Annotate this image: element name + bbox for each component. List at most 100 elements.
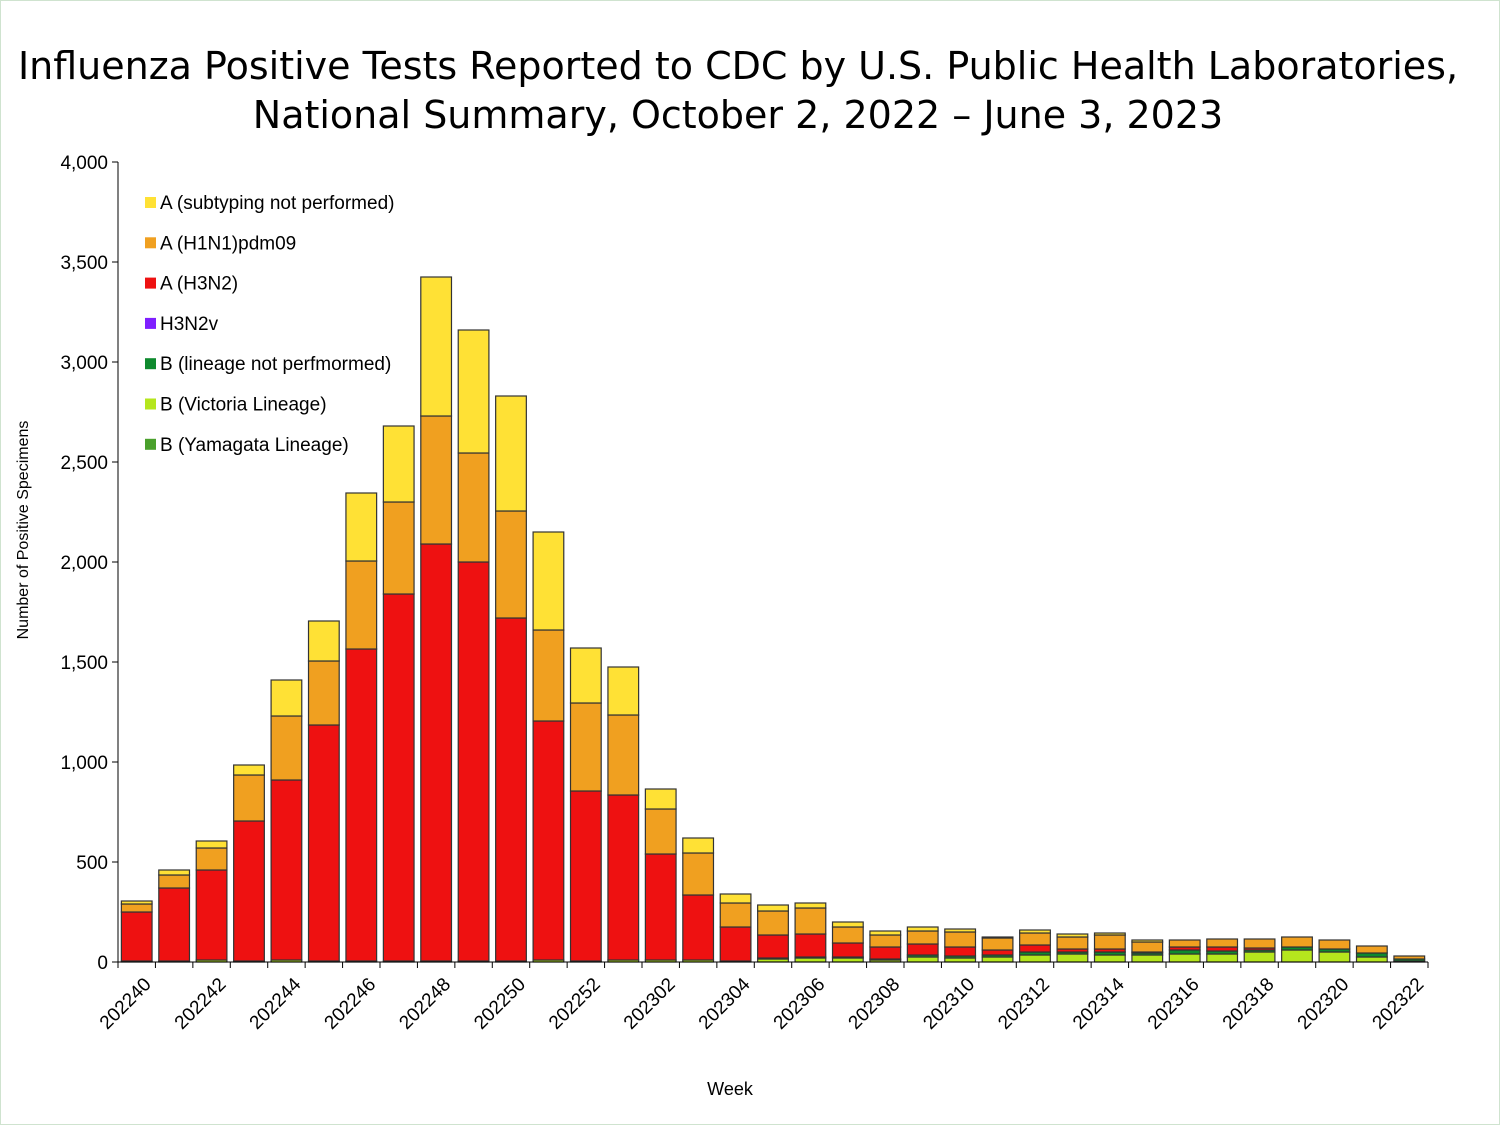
bar-segment xyxy=(1131,939,1164,943)
bar-segment xyxy=(495,617,527,962)
bar-segment xyxy=(794,902,827,909)
bar-segment xyxy=(981,949,1014,956)
y-tick-label: 3,000 xyxy=(60,353,108,374)
bar-segment xyxy=(158,887,191,962)
bar-segment xyxy=(981,956,1014,963)
y-tick-label: 4,000 xyxy=(60,153,108,174)
bar-segment xyxy=(345,492,378,562)
bar-segment xyxy=(869,946,902,960)
legend-label: B (lineage not perfmormed) xyxy=(160,354,391,375)
x-tick-label: 202244 xyxy=(246,974,306,1034)
bar-segment xyxy=(1318,951,1351,963)
bar-segment xyxy=(831,926,864,944)
bar-segment xyxy=(757,904,789,912)
bar-segment xyxy=(682,894,715,961)
bar-segment xyxy=(981,936,1014,939)
bar-segment xyxy=(1019,944,1051,953)
bar-segment xyxy=(757,934,789,959)
bar-segment xyxy=(382,425,415,503)
bar-segment xyxy=(1355,956,1388,963)
bar-segment xyxy=(120,900,153,905)
bar-segment xyxy=(1093,954,1126,963)
bar-segment xyxy=(195,869,228,961)
legend-swatch xyxy=(145,358,156,370)
bar-segment xyxy=(270,779,303,961)
x-tick-label: 202316 xyxy=(1144,974,1204,1034)
bar-segment xyxy=(158,874,191,889)
bar-segment xyxy=(1206,938,1239,948)
x-tick-label: 202312 xyxy=(994,974,1054,1034)
bar-segment xyxy=(120,903,153,913)
bar-segment xyxy=(906,943,939,956)
bar-segment xyxy=(307,724,340,962)
bar-segment xyxy=(233,820,265,962)
bar-segment xyxy=(1168,939,1201,948)
bar-segment xyxy=(607,666,640,716)
legend-swatch xyxy=(145,277,156,289)
y-axis-label: Number of Positive Specimens xyxy=(15,421,32,640)
bar-segment xyxy=(532,531,565,631)
bar-segment xyxy=(1168,953,1201,963)
x-tick-label: 202240 xyxy=(96,974,156,1034)
bar-segment xyxy=(869,930,902,936)
bar-segment xyxy=(307,620,340,662)
bar-segment xyxy=(270,715,303,781)
legend-swatch xyxy=(145,317,156,329)
bar-segment xyxy=(382,501,415,595)
y-tick-label: 0 xyxy=(97,953,108,974)
x-axis-label: Week xyxy=(707,1079,754,1099)
y-tick-label: 2,500 xyxy=(60,453,108,474)
bar-segment xyxy=(607,794,640,961)
legend-swatch xyxy=(145,398,156,410)
legend-label: B (Victoria Lineage) xyxy=(160,395,327,416)
bar-segment xyxy=(345,560,378,650)
bar-segment xyxy=(906,926,939,932)
x-tick-label: 202304 xyxy=(695,974,755,1034)
legend-swatch xyxy=(145,197,156,208)
bar-segment xyxy=(719,902,752,928)
bar-segment xyxy=(1093,934,1126,950)
bar-segment xyxy=(1093,932,1126,936)
bar-segment xyxy=(682,852,715,896)
bar-segment xyxy=(195,847,228,871)
bar-segment xyxy=(158,869,191,876)
bar-segment xyxy=(944,931,977,948)
x-tick-label: 202314 xyxy=(1069,974,1129,1034)
bar-segment xyxy=(1355,945,1388,954)
y-tick-label: 500 xyxy=(76,853,108,874)
x-tick-label: 202308 xyxy=(845,974,905,1034)
bar-segment xyxy=(682,837,715,854)
legend-swatch xyxy=(145,438,156,450)
bar-segment xyxy=(420,543,453,962)
bar-segment xyxy=(906,956,939,963)
chart-title: Influenza Positive Tests Reported to CDC… xyxy=(0,42,1476,140)
bar-segment xyxy=(1243,938,1276,949)
bar-segment xyxy=(532,629,565,722)
bar-segment xyxy=(831,942,864,958)
x-tick-label: 202242 xyxy=(171,974,231,1034)
bar-segment xyxy=(195,840,228,849)
title-line-2: National Summary, October 2, 2022 – June… xyxy=(252,93,1224,137)
bar-segment xyxy=(345,648,378,962)
legend-label: H3N2v xyxy=(160,314,219,335)
y-tick-label: 3,500 xyxy=(60,253,108,274)
bar-segment xyxy=(944,928,977,933)
bar-segment xyxy=(1019,932,1051,946)
bar-segment xyxy=(233,774,265,822)
bar-segment xyxy=(569,647,602,704)
x-tick-label: 202306 xyxy=(770,974,830,1034)
bar-segment xyxy=(495,395,527,512)
legend-label: B (Yamagata Lineage) xyxy=(160,435,349,456)
bar-segment xyxy=(1131,954,1164,963)
bar-segment xyxy=(420,276,453,417)
y-tick-label: 1,500 xyxy=(60,653,108,674)
bars-layer xyxy=(120,276,1426,963)
bar-segment xyxy=(1131,941,1164,953)
bar-segment xyxy=(120,911,153,962)
bar-segment xyxy=(719,926,752,962)
legend-label: A (H3N2) xyxy=(160,274,238,295)
bar-segment xyxy=(1019,929,1051,934)
bar-segment xyxy=(869,934,902,948)
x-tick-label: 202322 xyxy=(1369,974,1429,1034)
